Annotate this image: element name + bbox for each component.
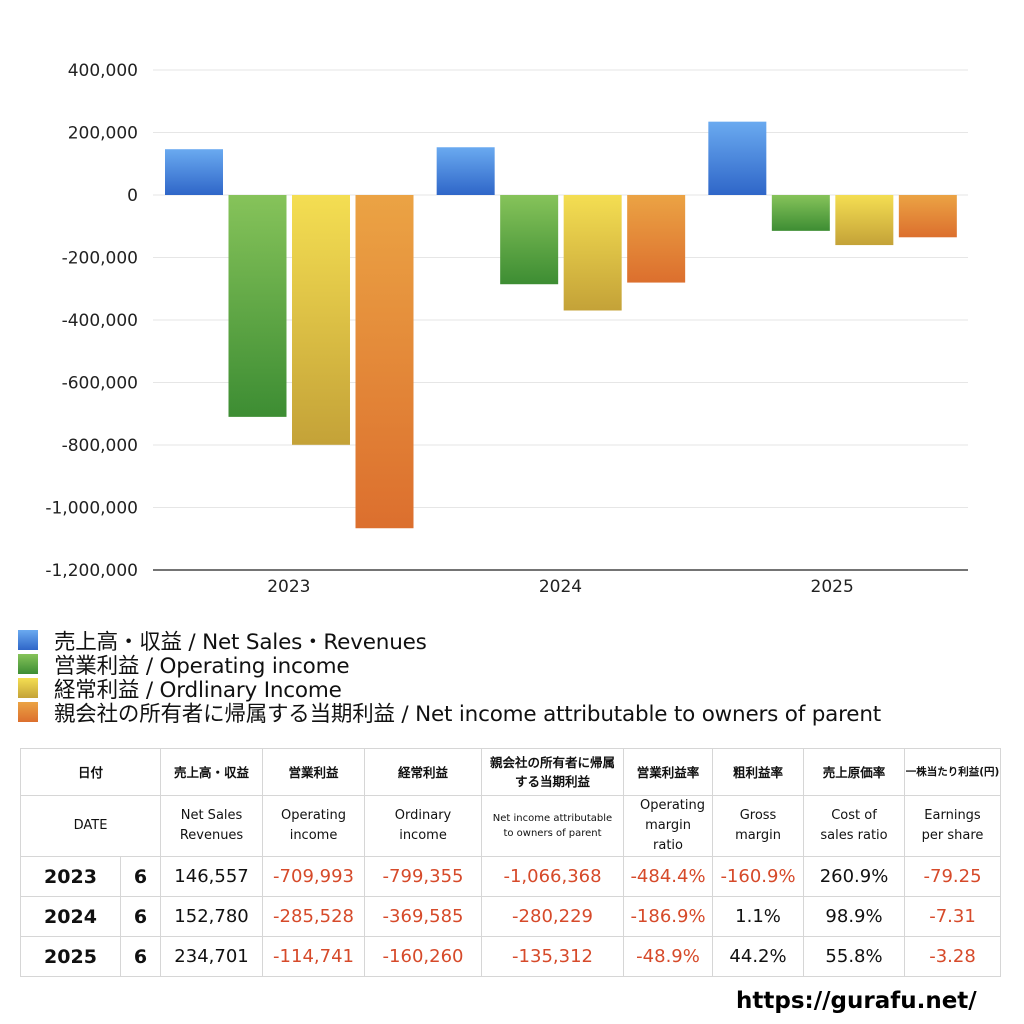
header-gross-margin-en: Gross margin [712, 795, 805, 857]
cell-net-income: -280,229 [481, 896, 625, 937]
cell-gross-margin: 44.2% [712, 936, 805, 977]
legend-swatch-ordinary-income [18, 678, 38, 698]
cell-net-income: -135,312 [481, 936, 625, 977]
y-tick-label: 400,000 [68, 61, 138, 81]
site-url: https://gurafu.net/ [736, 988, 977, 1014]
cell-operating-income: -114,741 [262, 936, 366, 977]
header-operating-income-en: Operating income [262, 795, 366, 857]
header-ordinary-income-en: Ordinary income [364, 795, 483, 857]
legend-item-net-sales: 売上高・収益 / Net Sales・Revenues [18, 628, 1018, 655]
x-tick-label: 2023 [267, 577, 310, 597]
bar-2025-series-3 [898, 195, 957, 238]
row-month: 6 [119, 896, 162, 937]
cell-cost-ratio: 98.9% [803, 896, 906, 937]
legend-item-ordinary-income: 経常利益 / Ordlinary Income [18, 676, 1018, 703]
header-operating-income-jp: 営業利益 [262, 748, 366, 796]
y-tick-label: -1,000,000 [45, 499, 138, 519]
legend-label-operating-income: 営業利益 / Operating income [54, 653, 350, 679]
bar-2025-series-2 [835, 195, 894, 246]
cell-net-sales: 146,557 [160, 856, 264, 897]
header-cost-ratio-jp: 売上原価率 [803, 748, 906, 796]
bar-2024-series-0 [436, 147, 495, 195]
bar-2025-series-1 [771, 195, 830, 231]
cell-eps: -7.31 [904, 896, 1002, 937]
cell-gross-margin: -160.9% [712, 856, 805, 897]
table-row-2024: 2024 6 152,780 -285,528 -369,585 -280,22… [20, 896, 1002, 937]
y-tick-label: 200,000 [68, 124, 138, 144]
legend-swatch-operating-income [18, 654, 38, 674]
header-operating-margin-en: Operating margin ratio [623, 795, 714, 857]
header-net-sales-en: Net Sales Revenues [160, 795, 264, 857]
bar-2023-series-2 [292, 195, 350, 445]
cell-ordinary-income: -160,260 [364, 936, 483, 977]
bar-chart: 400,000 200,000 0 -200,000 -400,000 -600,000 -… [45, 61, 968, 597]
header-gross-margin-jp: 粗利益率 [712, 748, 805, 796]
cell-gross-margin: 1.1% [712, 896, 805, 937]
financial-table: 日付 売上高・収益 営業利益 経常利益 親会社の所有者に帰属する当期利益 営業利… [19, 748, 1002, 977]
header-net-sales-jp: 売上高・収益 [160, 748, 264, 796]
header-eps-en: Earnings per share [904, 795, 1002, 857]
y-tick-label: 0 [127, 186, 138, 206]
cell-eps: -3.28 [904, 936, 1002, 977]
row-month: 6 [119, 856, 162, 897]
legend-label-net-sales: 売上高・収益 / Net Sales・Revenues [54, 629, 427, 655]
bar-2025-series-0 [708, 121, 767, 195]
legend-label-net-income: 親会社の所有者に帰属する当期利益 / Net income attributab… [54, 701, 881, 727]
legend-label-ordinary-income: 経常利益 / Ordlinary Income [54, 677, 342, 703]
cell-cost-ratio: 260.9% [803, 856, 906, 897]
y-tick-label: -800,000 [62, 436, 138, 456]
x-tick-label: 2024 [539, 577, 582, 597]
cell-operating-margin: -484.4% [623, 856, 714, 897]
table-row-2025: 2025 6 234,701 -114,741 -160,260 -135,31… [20, 936, 1002, 977]
legend-swatch-net-income [18, 702, 38, 722]
bar-2024-series-1 [500, 195, 559, 285]
legend-item-net-income: 親会社の所有者に帰属する当期利益 / Net income attributab… [18, 700, 1018, 727]
cell-operating-income: -709,993 [262, 856, 366, 897]
row-year: 2025 [20, 936, 121, 977]
x-tick-label: 2025 [811, 577, 854, 597]
cell-ordinary-income: -799,355 [364, 856, 483, 897]
y-tick-label: -600,000 [62, 374, 138, 394]
legend-swatch-net-sales [18, 630, 38, 650]
cell-cost-ratio: 55.8% [803, 936, 906, 977]
table-header-jp: 日付 売上高・収益 営業利益 経常利益 親会社の所有者に帰属する当期利益 営業利… [19, 748, 1002, 796]
header-net-income-en: Net income attributable to owners of par… [481, 795, 625, 857]
legend-item-operating-income: 営業利益 / Operating income [18, 652, 1018, 679]
header-date-jp: 日付 [19, 748, 162, 796]
y-tick-label: -1,200,000 [45, 561, 138, 581]
bar-2024-series-2 [563, 195, 622, 311]
bar-2023-series-0 [165, 149, 223, 195]
bar-2023-series-1 [228, 195, 287, 417]
header-cost-ratio-en: Cost of sales ratio [803, 795, 906, 857]
legend: 売上高・収益 / Net Sales・Revenues 営業利益 / Opera… [18, 628, 1018, 727]
table-row-2023: 2023 6 146,557 -709,993 -799,355 -1,066,… [20, 856, 1002, 897]
cell-operating-margin: -186.9% [623, 896, 714, 937]
y-tick-label: -200,000 [62, 249, 138, 269]
bar-2023-series-3 [355, 195, 414, 529]
row-year: 2024 [20, 896, 121, 937]
cell-net-sales: 152,780 [160, 896, 264, 937]
header-ordinary-income-jp: 経常利益 [364, 748, 483, 796]
table-header-en: DATE Net Sales Revenues Operating income… [19, 795, 1002, 857]
header-operating-margin-jp: 営業利益率 [623, 748, 714, 796]
header-eps-jp: 一株当たり利益(円) [904, 748, 1002, 796]
cell-net-income: -1,066,368 [481, 856, 625, 897]
cell-ordinary-income: -369,585 [364, 896, 483, 937]
y-tick-label: -400,000 [62, 311, 138, 331]
cell-operating-margin: -48.9% [623, 936, 714, 977]
header-net-income-jp: 親会社の所有者に帰属する当期利益 [481, 748, 625, 796]
bar-2024-series-3 [627, 195, 686, 283]
row-year: 2023 [20, 856, 121, 897]
cell-net-sales: 234,701 [160, 936, 264, 977]
cell-eps: -79.25 [904, 856, 1002, 897]
header-date-en: DATE [19, 795, 162, 857]
cell-operating-income: -285,528 [262, 896, 366, 937]
row-month: 6 [119, 936, 162, 977]
